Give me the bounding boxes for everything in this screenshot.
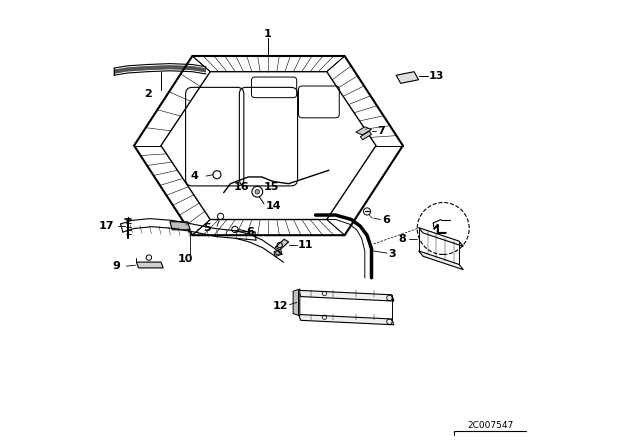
Text: 1: 1 <box>264 29 272 39</box>
Polygon shape <box>396 72 419 83</box>
Polygon shape <box>275 239 289 250</box>
Text: 6: 6 <box>382 215 390 225</box>
Polygon shape <box>170 222 190 230</box>
Text: 12: 12 <box>272 301 288 310</box>
Polygon shape <box>419 251 463 270</box>
Text: 6: 6 <box>246 227 254 237</box>
Text: 7: 7 <box>377 126 385 136</box>
Circle shape <box>417 202 469 254</box>
Text: 17: 17 <box>99 221 114 231</box>
Text: 13: 13 <box>428 71 444 81</box>
Polygon shape <box>298 290 394 301</box>
Text: 2C007547: 2C007547 <box>467 421 513 430</box>
Polygon shape <box>298 314 394 325</box>
Text: 4: 4 <box>190 171 198 181</box>
Text: 5: 5 <box>204 223 211 233</box>
Polygon shape <box>136 262 163 268</box>
Text: 9: 9 <box>113 261 121 271</box>
Text: 8: 8 <box>399 234 406 244</box>
Polygon shape <box>419 228 463 246</box>
Polygon shape <box>356 127 371 135</box>
Text: 11: 11 <box>298 240 313 250</box>
Text: 14: 14 <box>266 201 281 211</box>
Polygon shape <box>274 249 282 257</box>
Text: 15: 15 <box>264 182 279 192</box>
Polygon shape <box>360 131 371 140</box>
Text: 3: 3 <box>388 249 396 259</box>
Polygon shape <box>293 289 300 316</box>
Text: 2: 2 <box>145 89 152 99</box>
Text: 16: 16 <box>234 182 249 192</box>
Circle shape <box>255 190 260 194</box>
Text: 10: 10 <box>178 254 193 264</box>
